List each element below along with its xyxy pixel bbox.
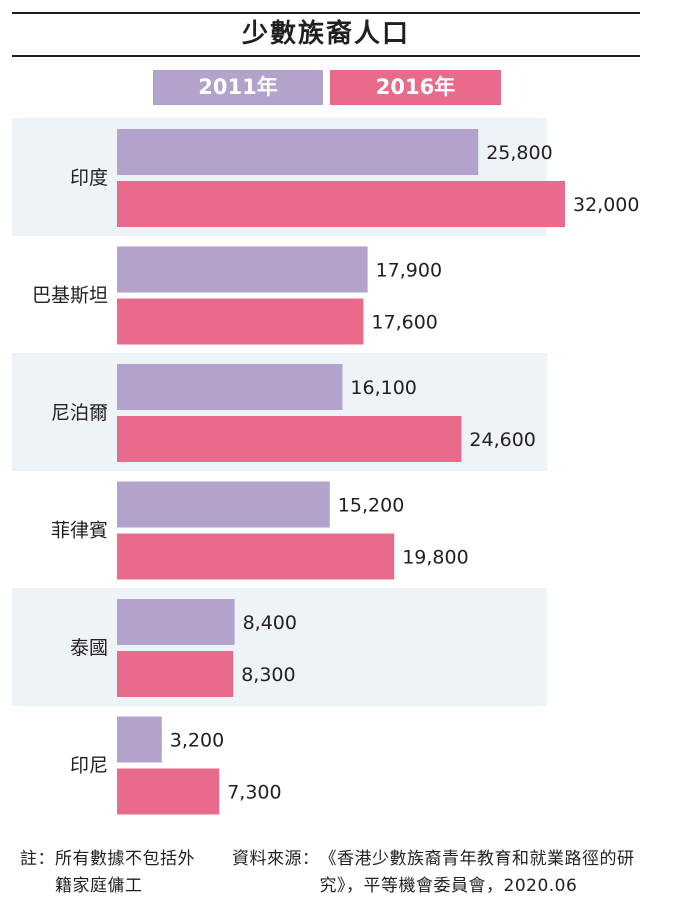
bar-nepal-2016 xyxy=(117,416,462,462)
bar-india-2011 xyxy=(117,129,479,175)
bar-thailand-2011 xyxy=(117,599,235,645)
value-label-indonesia-2011: 3,200 xyxy=(170,730,224,752)
bar-pakistan-2011 xyxy=(117,246,368,293)
category-label-philippines: 菲律賓 xyxy=(51,520,108,542)
bar-philippines-2016 xyxy=(117,533,395,580)
bar-indonesia-2016 xyxy=(117,768,220,815)
category-label-nepal: 尼泊爾 xyxy=(51,402,108,424)
bar-pakistan-2016 xyxy=(117,298,364,345)
category-label-thailand: 泰國 xyxy=(70,637,108,659)
category-label-pakistan: 巴基斯坦 xyxy=(32,285,108,307)
value-label-indonesia-2016: 7,300 xyxy=(227,782,281,804)
bar-philippines-2011 xyxy=(117,481,330,528)
row-band-thailand xyxy=(12,588,547,706)
source-text: 《香港少數族裔青年教育和就業路徑的研究》，平等機會委員會，2020.06 xyxy=(319,849,635,896)
footnote-label: 註： xyxy=(20,849,55,869)
value-label-thailand-2011: 8,400 xyxy=(243,612,297,634)
legend-2011: 2011年 xyxy=(153,70,323,105)
value-label-nepal-2011: 16,100 xyxy=(350,377,416,399)
value-label-philippines-2011: 15,200 xyxy=(338,495,404,517)
bar-thailand-2016 xyxy=(117,651,234,697)
value-label-india-2011: 25,800 xyxy=(486,142,552,164)
value-label-nepal-2016: 24,600 xyxy=(469,429,535,451)
footnote: 註：所有數據不包括外籍家庭傭工 xyxy=(20,846,205,900)
source-note: 資料來源：《香港少數族裔青年教育和就業路徑的研究》，平等機會委員會，2020.0… xyxy=(232,846,655,900)
category-label-india: 印度 xyxy=(70,167,108,189)
source-label: 資料來源： xyxy=(232,849,320,869)
bar-india-2016 xyxy=(117,181,565,227)
legend-2016: 2016年 xyxy=(330,70,501,105)
value-label-india-2016: 32,000 xyxy=(573,194,639,216)
bar-indonesia-2011 xyxy=(117,716,162,763)
title-rule-bottom xyxy=(12,55,640,57)
chart-title: 少數族裔人口 xyxy=(241,19,410,49)
value-label-thailand-2016: 8,300 xyxy=(241,664,295,686)
footnote-text: 所有數據不包括外籍家庭傭工 xyxy=(55,849,195,896)
value-label-philippines-2016: 19,800 xyxy=(402,547,468,569)
title-rule-top xyxy=(12,12,640,14)
value-label-pakistan-2011: 17,900 xyxy=(376,260,442,282)
bar-nepal-2011 xyxy=(117,364,343,410)
category-label-indonesia: 印尼 xyxy=(70,755,108,777)
value-label-pakistan-2016: 17,600 xyxy=(371,312,437,334)
